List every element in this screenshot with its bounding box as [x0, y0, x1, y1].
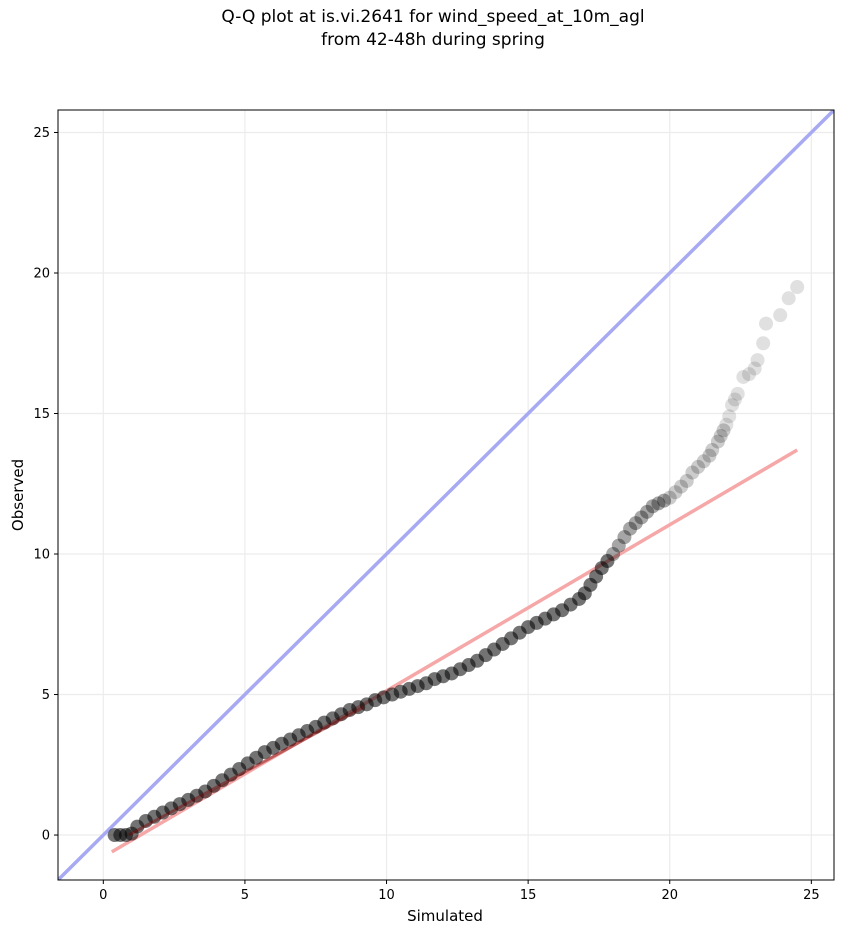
- data-point: [600, 554, 615, 569]
- data-point: [719, 417, 734, 432]
- axis-ticks: 0 5 10 15 20 25 0 5 10 15 20 25: [33, 126, 819, 903]
- fit-line-overlap: [128, 705, 365, 837]
- x-axis-label: Simulated: [407, 907, 483, 925]
- data-point: [730, 386, 745, 401]
- data-point: [668, 485, 683, 500]
- plot-frame: [57, 109, 835, 881]
- data-point: [696, 454, 711, 469]
- data-point: [634, 510, 649, 525]
- data-point: [651, 496, 666, 511]
- x-tick-label: 15: [520, 888, 537, 903]
- data-point: [725, 398, 740, 413]
- chart-title: Q-Q plot at is.vi.2641 for wind_speed_at…: [0, 6, 843, 52]
- data-point: [716, 423, 731, 438]
- y-tick-label: 20: [33, 266, 50, 281]
- grid-lines: [58, 110, 834, 880]
- data-point: [736, 369, 751, 384]
- data-points: [107, 280, 805, 843]
- data-point: [756, 336, 771, 351]
- data-point: [702, 448, 717, 463]
- data-point: [722, 409, 737, 424]
- chart-title-line-2: from 42-48h during spring: [321, 30, 545, 50]
- data-point: [705, 443, 720, 458]
- y-axis-label: Observed: [9, 459, 27, 531]
- data-point: [640, 504, 655, 519]
- x-tick-label: 25: [803, 888, 820, 903]
- data-point: [645, 499, 660, 514]
- y-tick-label: 10: [33, 548, 50, 563]
- data-point: [727, 392, 742, 407]
- x-tick-label: 20: [661, 888, 678, 903]
- data-point: [710, 434, 725, 449]
- data-point: [623, 521, 638, 536]
- data-point: [713, 428, 728, 443]
- y-tick-label: 25: [33, 126, 50, 141]
- data-point: [759, 316, 774, 331]
- data-point: [662, 490, 677, 505]
- data-point: [781, 291, 796, 306]
- data-point: [691, 459, 706, 474]
- data-point: [611, 538, 626, 553]
- reference-lines: [58, 110, 834, 880]
- chart-title-line-1: Q-Q plot at is.vi.2641 for wind_speed_at…: [221, 7, 645, 27]
- data-point: [742, 367, 757, 382]
- x-tick-label: 10: [378, 888, 395, 903]
- y-tick-label: 5: [42, 688, 50, 703]
- data-point: [773, 308, 788, 323]
- x-tick-label: 5: [241, 888, 249, 903]
- y-tick-label: 15: [33, 407, 50, 422]
- y-tick-label: 0: [42, 829, 50, 844]
- data-point: [790, 280, 805, 295]
- identity-line: [58, 110, 834, 880]
- data-point: [750, 353, 765, 368]
- data-point: [617, 530, 632, 545]
- x-tick-label: 0: [99, 888, 107, 903]
- data-point: [674, 479, 689, 494]
- data-point: [606, 547, 621, 562]
- data-point: [657, 493, 672, 508]
- data-point: [679, 473, 694, 488]
- data-point: [628, 516, 643, 531]
- data-point: [685, 465, 700, 480]
- data-point: [747, 361, 762, 376]
